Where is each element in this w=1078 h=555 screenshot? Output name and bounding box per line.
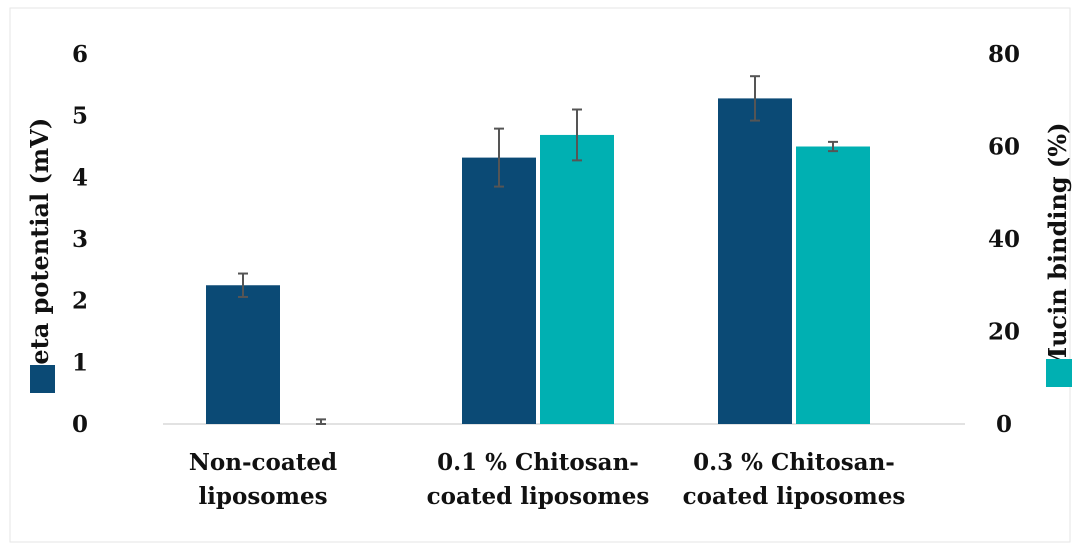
zeta-bar	[718, 98, 792, 425]
left-axis-tick-label: 3	[72, 226, 88, 253]
left-axis-title: Zeta potential (mV)	[25, 118, 54, 382]
category-label-line: 0.3 % Chitosan-	[693, 449, 895, 476]
category-label: Non-coated liposomes	[189, 449, 337, 510]
left-axis-tick-label: 2	[72, 288, 88, 315]
category-label-line: coated liposomes	[427, 483, 650, 510]
legend-swatch-mucin	[1046, 359, 1072, 387]
right-axis-tick-label: 20	[988, 319, 1020, 346]
category-label: 0.1 % Chitosan-coated liposomes	[427, 449, 650, 510]
left-axis-tick-label: 1	[72, 349, 88, 376]
legend-swatch-zeta	[30, 365, 55, 393]
zeta-bar	[462, 157, 536, 424]
category-label-line: Non-coated	[189, 449, 337, 476]
zeta-bar	[206, 285, 280, 424]
right-axis-tick-label: 80	[988, 41, 1020, 68]
category-label-line: 0.1 % Chitosan-	[437, 449, 639, 476]
mucin-bar	[796, 146, 870, 424]
right-axis-title: Mucin binding (%)	[1043, 123, 1072, 374]
right-axis-tick-label: 40	[988, 226, 1020, 253]
category-label: 0.3 % Chitosan-coated liposomes	[683, 449, 906, 510]
left-axis-tick-label: 0	[72, 411, 88, 438]
left-axis-tick-label: 5	[72, 103, 88, 130]
left-axis-tick-label: 6	[72, 41, 88, 68]
mucin-bar	[540, 134, 614, 424]
category-label-line: coated liposomes	[683, 483, 906, 510]
left-axis-tick-label: 4	[72, 164, 88, 191]
right-axis-tick-label: 0	[996, 411, 1012, 438]
right-axis-tick-label: 60	[988, 134, 1020, 161]
category-label-line: liposomes	[198, 483, 327, 510]
